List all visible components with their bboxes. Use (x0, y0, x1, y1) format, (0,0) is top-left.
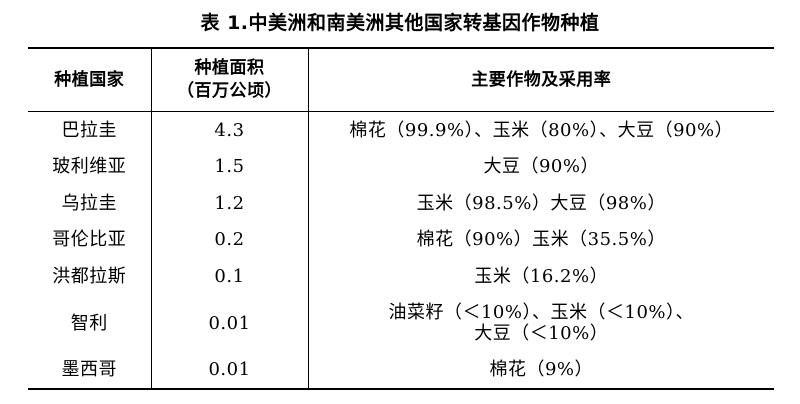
cell-country: 墨西哥 (28, 351, 151, 390)
table-row: 玻利维亚 1.5 大豆（90%） (28, 148, 774, 185)
table-row: 墨西哥 0.01 棉花（9%） (28, 351, 774, 390)
cell-area: 4.3 (150, 111, 308, 149)
cell-area: 0.01 (150, 351, 308, 390)
cell-country: 洪都拉斯 (52, 265, 127, 287)
header-area-line1: 种植面积 (194, 58, 265, 78)
cell-area: 1.2 (150, 185, 308, 222)
header-country: 种植国家 (28, 47, 151, 112)
cell-crops: 棉花（90%）玉米（35.5%） (307, 221, 774, 258)
cell-country: 哥伦比亚 (52, 229, 127, 251)
cell-crops: 油菜籽（＜10%）、玉米（＜10%）、 大豆（＜10%） (307, 294, 774, 352)
header-row: 种植国家 种植面积 （百万公顷） 主要作物及采用率 (28, 47, 774, 112)
cell-area: 0.01 (150, 294, 308, 352)
table-row: 巴拉圭 4.3 棉花（99.9%）、玉米（80%）、大豆（90%） (28, 111, 774, 149)
cell-crops: 玉米（16.2%） (307, 258, 774, 295)
cell-country: 巴拉圭 (61, 119, 117, 141)
header-crops: 主要作物及采用率 (307, 47, 774, 112)
cell-area: 0.1 (150, 258, 308, 295)
cell-country: 乌拉圭 (61, 192, 117, 214)
table-row: 乌拉圭 1.2 玉米（98.5%）大豆（98%） (28, 185, 774, 222)
cell-crops: 玉米（98.5%）大豆（98%） (307, 185, 774, 222)
cell-crops: 大豆（90%） (307, 148, 774, 185)
cell-crops-line2: 大豆（＜10%） (474, 323, 609, 344)
cell-crops: 棉花（9%） (307, 351, 774, 390)
header-area-line2: （百万公顷） (177, 81, 282, 101)
gm-crops-table: 种植国家 种植面积 （百万公顷） 主要作物及采用率 巴拉圭 4.3 棉花（99.… (28, 47, 774, 390)
cell-country: 智利 (70, 312, 108, 334)
table-row: 哥伦比亚 0.2 棉花（90%）玉米（35.5%） (28, 221, 774, 258)
table-caption: 表 1.中美洲和南美洲其他国家转基因作物种植 (200, 12, 600, 34)
cell-area: 1.5 (150, 148, 308, 185)
table-row: 智利 0.01 油菜籽（＜10%）、玉米（＜10%）、 大豆（＜10%） (28, 294, 774, 352)
cell-crops-line1: 油菜籽（＜10%）、玉米（＜10%）、 (388, 302, 694, 323)
header-area: 种植面积 （百万公顷） (150, 47, 308, 112)
table-row: 洪都拉斯 0.1 玉米（16.2%） (28, 258, 774, 295)
cell-crops: 棉花（99.9%）、玉米（80%）、大豆（90%） (307, 111, 774, 149)
cell-country: 玻利维亚 (52, 156, 127, 178)
cell-area: 0.2 (150, 221, 308, 258)
